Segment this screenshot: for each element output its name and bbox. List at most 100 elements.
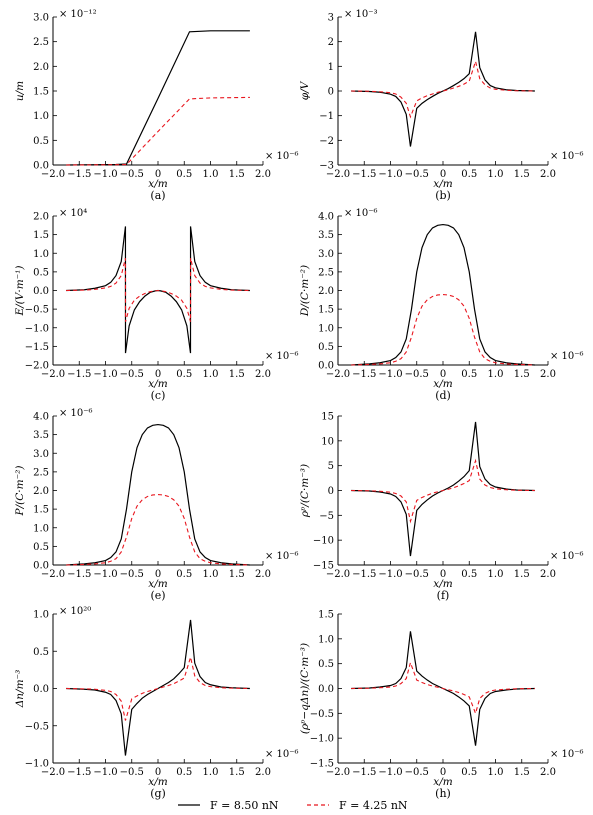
series-line-dashed — [66, 257, 250, 322]
y-tick-label: 0.0 — [33, 684, 49, 695]
panel-label: (b) — [435, 189, 451, 202]
y-tick-label: 3.0 — [318, 249, 334, 260]
x-tick-label: 0.5 — [461, 569, 477, 580]
y-tick-label: 4.0 — [318, 212, 334, 223]
y-tick-label: 2.0 — [33, 62, 49, 73]
y-tick-label: 1.5 — [33, 505, 49, 516]
panel-label: (f) — [437, 589, 450, 602]
x-tick-label: 0.5 — [461, 169, 477, 180]
x-tick-label: 1.5 — [229, 369, 245, 380]
y-tick-label: −2.0 — [25, 361, 49, 372]
x-tick-label: 2.0 — [255, 369, 271, 380]
x-axis-label: x/m — [148, 578, 167, 590]
x-tick-label: −2.0 — [41, 169, 65, 180]
x-tick-label: −1.0 — [93, 169, 117, 180]
x-tick-label: 0 — [155, 767, 161, 778]
x-tick-label: −2.0 — [326, 169, 350, 180]
x-tick-label: 2.0 — [255, 569, 271, 580]
x-tick-label: −0.5 — [120, 369, 144, 380]
y-tick-label: 4.0 — [33, 412, 49, 423]
y-tick-label: 0.5 — [318, 659, 334, 670]
y-tick-label: 1 — [328, 62, 334, 73]
y-tick-label: 0.5 — [318, 342, 334, 353]
y-tick-label: 1.5 — [33, 87, 49, 98]
y-axis-label: P/(C·m⁻²) — [14, 466, 26, 517]
y-tick-label: −1.0 — [25, 759, 49, 770]
x-tick-label: 1.0 — [488, 767, 504, 778]
chart-panel-g: −2.0 −1.5 −1.0 −0.5 0 0.5 1.0 1.5 2.0−1.0−0.50.0… — [14, 606, 299, 800]
x-tick-label: −1.5 — [352, 767, 376, 778]
x-tick-label: −1.5 — [352, 169, 376, 180]
y-tick-label: 0.5 — [33, 542, 49, 553]
y-tick-label: 2.5 — [33, 37, 49, 48]
x-tick-label: −1.5 — [67, 569, 91, 580]
x-axis-label: x/m — [433, 178, 452, 190]
x-multiplier: × 10⁻⁶ — [265, 749, 299, 760]
x-tick-label: −0.5 — [405, 369, 429, 380]
x-tick-label: 0 — [440, 169, 446, 180]
chart-panel-d: −2.0 −1.5 −1.0 −0.5 0 0.5 1.0 1.5 2.0 0.0 0.5 1.0 1.… — [299, 208, 584, 402]
y-tick-label: 2.5 — [33, 467, 49, 478]
y-multiplier: × 10²⁰ — [59, 606, 91, 617]
x-tick-label: 1.0 — [203, 369, 219, 380]
x-tick-label: −0.5 — [405, 169, 429, 180]
series-line-dashed — [66, 494, 250, 566]
x-tick-label: 1.0 — [488, 169, 504, 180]
x-tick-label: 1.5 — [229, 767, 245, 778]
y-tick-label: −5 — [319, 511, 334, 522]
y-tick-label: −15 — [313, 561, 334, 572]
y-tick-label: 1.5 — [318, 610, 334, 621]
x-multiplier: × 10⁻⁶ — [550, 351, 584, 362]
y-tick-label: −2 — [319, 136, 334, 147]
y-tick-label: 5 — [328, 461, 334, 472]
x-tick-label: 2.0 — [540, 767, 556, 778]
x-tick-label: 2.0 — [255, 767, 271, 778]
y-multiplier: × 10⁴ — [59, 208, 87, 219]
y-multiplier: × 10⁻¹² — [59, 9, 97, 20]
x-tick-label: −0.5 — [405, 767, 429, 778]
panel-label: (c) — [151, 389, 166, 402]
x-tick-label: −1.5 — [67, 767, 91, 778]
y-tick-label: 10 — [321, 436, 334, 447]
legend-solid-label: F = 8.50 nN — [210, 799, 279, 812]
x-tick-label: −1.0 — [378, 169, 402, 180]
x-tick-label: 0.5 — [176, 169, 192, 180]
series-line-dashed — [351, 294, 535, 366]
x-multiplier: × 10⁻⁶ — [265, 351, 299, 362]
series-line-solid — [351, 223, 535, 366]
series-line-dashed — [351, 59, 535, 119]
x-multiplier: × 10⁻⁶ — [265, 151, 299, 162]
x-tick-label: −2.0 — [41, 569, 65, 580]
series-line-dashed — [66, 96, 250, 166]
y-tick-label: 1.5 — [33, 230, 49, 241]
y-tick-label: 0.0 — [33, 286, 49, 297]
y-tick-label: −0.5 — [25, 305, 49, 316]
y-multiplier: × 10⁻³ — [344, 9, 378, 20]
y-tick-label: 0.5 — [33, 136, 49, 147]
x-tick-label: 2.0 — [255, 169, 271, 180]
y-tick-label: 0.5 — [33, 267, 49, 278]
y-tick-label: 1.0 — [33, 523, 49, 534]
panel-label: (a) — [150, 189, 165, 202]
panel-label: (d) — [435, 389, 451, 402]
y-tick-label: −3 — [319, 161, 334, 172]
chart-panel-a: −2.0 −1.5 −1.0 −0.5 0 0.5 1.0 1.5 2.0 0.0 0.5 1.0 1.… — [14, 9, 299, 202]
series-line-dashed — [351, 458, 535, 524]
x-tick-label: −0.5 — [405, 569, 429, 580]
x-tick-label: −1.5 — [352, 569, 376, 580]
x-tick-label: −2.0 — [326, 767, 350, 778]
legend: F = 8.50 nN F = 4.25 nN — [178, 799, 408, 812]
x-tick-label: 1.0 — [203, 569, 219, 580]
x-tick-label: 0.5 — [176, 767, 192, 778]
x-tick-label: 0 — [440, 569, 446, 580]
y-axis-label: D/(C·m⁻²) — [299, 265, 311, 317]
x-tick-label: 1.5 — [514, 569, 530, 580]
y-tick-label: 2.0 — [33, 486, 49, 497]
series-line-solid — [66, 30, 250, 166]
chart-panel-b: −2.0 −1.5 −1.0 −0.5 0 0.5 1.0 1.5 2.0 −3 −2 −1 0 1 2 3 ×… — [299, 9, 584, 202]
chart-panel-h: −2.0 −1.5 −1.0 −0.5 0 0.5 1.0 1.5 2.0−1.5−1.0−0.… — [299, 610, 584, 801]
x-tick-label: −1.5 — [352, 369, 376, 380]
y-tick-label: 1.0 — [318, 323, 334, 334]
y-tick-label: −1.0 — [25, 323, 49, 334]
